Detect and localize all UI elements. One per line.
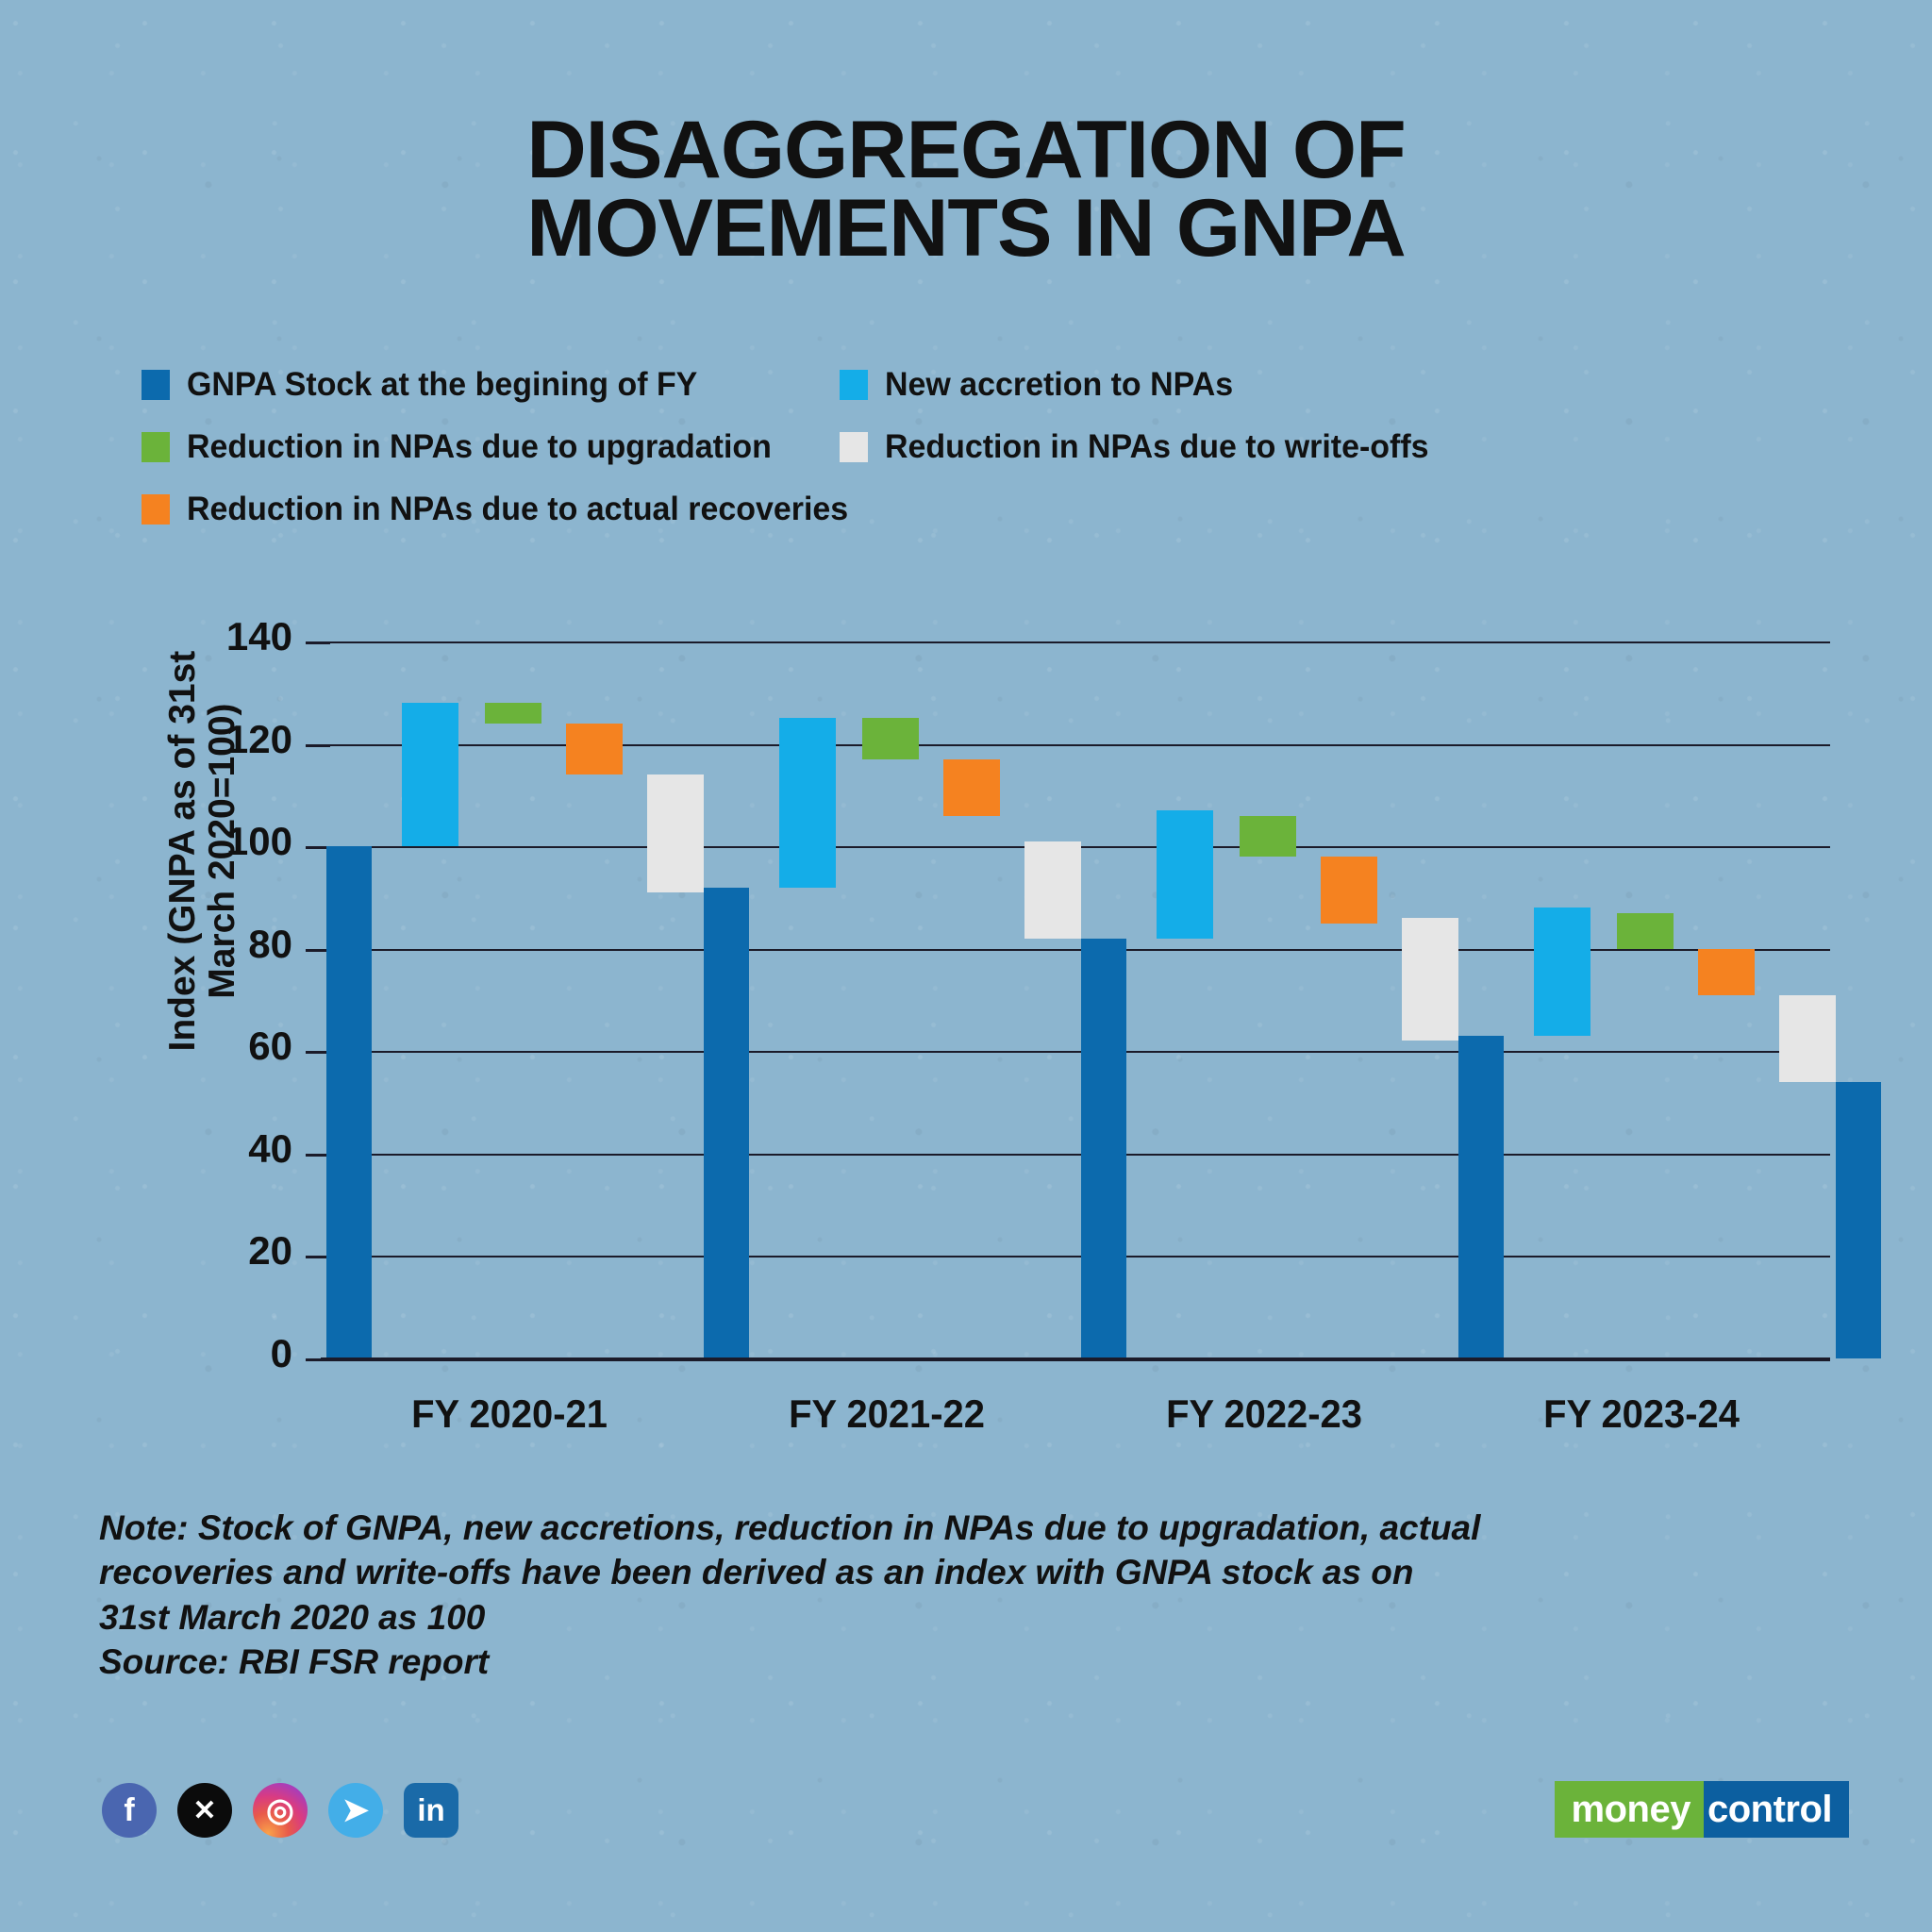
legend-swatch-stock — [142, 370, 170, 400]
legend-item-upgradation[interactable]: Reduction in NPAs due to upgradation — [142, 428, 840, 466]
bar-upgradation-0[interactable] — [485, 703, 541, 724]
bar-writeoffs-1[interactable] — [1024, 841, 1081, 939]
x-twitter-icon[interactable]: ✕ — [177, 1783, 232, 1838]
y-tick-dash-140 — [306, 641, 330, 644]
bar-accretion-2[interactable] — [1157, 810, 1213, 939]
instagram-icon[interactable]: ◎ — [253, 1783, 308, 1838]
page-title-line-1: DISAGGREGATION OF — [526, 105, 1406, 195]
y-tick-label-140: 140 — [225, 614, 292, 658]
note-source: Source: RBI FSR report — [99, 1642, 490, 1682]
x-axis-baseline — [321, 1357, 1830, 1361]
chart-plot-area — [321, 641, 1881, 1358]
bar-writeoffs-3[interactable] — [1779, 994, 1836, 1082]
bar-recoveries-0[interactable] — [566, 723, 623, 775]
facebook-icon[interactable]: f — [102, 1783, 157, 1838]
page-title-line-2: MOVEMENTS IN GNPA — [526, 183, 1406, 275]
gridline-120 — [321, 743, 1830, 746]
gridline-20 — [321, 1256, 1830, 1258]
legend-row-2: Reduction in NPAs due to upgradation Red… — [142, 428, 1802, 466]
bar-recoveries-2[interactable] — [1321, 857, 1377, 924]
y-tick-dash-80 — [306, 948, 330, 952]
gridline-140 — [321, 641, 1830, 643]
legend-swatch-upgradation — [142, 432, 170, 462]
logo-control-text: control — [1703, 1781, 1849, 1838]
x-axis-label-1: FY 2021-22 — [789, 1391, 985, 1436]
legend-label-recoveries: Reduction in NPAs due to actual recoveri… — [187, 491, 849, 527]
legend-item-stock[interactable]: GNPA Stock at the begining of FY — [142, 366, 840, 404]
y-tick-label-100: 100 — [225, 819, 292, 864]
gridline-60 — [321, 1051, 1830, 1054]
bar-recoveries-3[interactable] — [1698, 948, 1755, 995]
y-axis-ticks: 140 120 100 80 60 40 20 0 — [162, 617, 330, 1374]
y-tick-dash-20 — [306, 1256, 330, 1259]
bar-writeoffs-0[interactable] — [647, 774, 704, 892]
bar-closing-stock[interactable] — [1836, 1081, 1881, 1358]
bar-upgradation-3[interactable] — [1617, 912, 1674, 949]
bar-stock-2[interactable] — [1081, 938, 1126, 1358]
telegram-icon[interactable]: ➤ — [328, 1783, 383, 1838]
bar-upgradation-1[interactable] — [862, 718, 919, 759]
bar-upgradation-2[interactable] — [1240, 815, 1296, 857]
legend-item-writeoffs[interactable]: Reduction in NPAs due to write-offs — [840, 428, 1445, 466]
legend-label-writeoffs: Reduction in NPAs due to write-offs — [885, 428, 1429, 465]
social-links: f ✕ ◎ ➤ in — [102, 1783, 458, 1838]
legend-label-upgradation: Reduction in NPAs due to upgradation — [187, 428, 772, 465]
legend-item-accretion[interactable]: New accretion to NPAs — [840, 366, 1244, 404]
note-line-3: 31st March 2020 as 100 — [99, 1597, 486, 1637]
bar-stock-0[interactable] — [326, 846, 372, 1358]
note-line-1: Note: Stock of GNPA, new accretions, red… — [99, 1508, 1481, 1547]
y-tick-dash-60 — [306, 1051, 330, 1055]
legend-swatch-writeoffs — [840, 432, 868, 462]
note-line-2: recoveries and write-offs have been deri… — [99, 1553, 1414, 1592]
bar-stock-3[interactable] — [1458, 1036, 1504, 1358]
y-tick-label-60: 60 — [248, 1024, 292, 1069]
y-tick-label-80: 80 — [248, 921, 292, 966]
legend-row-3: Reduction in NPAs due to actual recoveri… — [142, 491, 1802, 528]
x-axis-label-2: FY 2022-23 — [1166, 1391, 1362, 1436]
legend-label-accretion: New accretion to NPAs — [885, 366, 1234, 403]
chart-note: Note: Stock of GNPA, new accretions, red… — [99, 1506, 1797, 1684]
y-tick-label-120: 120 — [225, 716, 292, 761]
bar-accretion-0[interactable] — [402, 703, 458, 847]
legend-swatch-accretion — [840, 370, 868, 400]
bar-accretion-3[interactable] — [1534, 908, 1591, 1036]
y-tick-dash-100 — [306, 846, 330, 850]
x-axis-label-3: FY 2023-24 — [1543, 1391, 1740, 1436]
page-title: DISAGGREGATION OF MOVEMENTS IN GNPA — [0, 105, 1932, 275]
logo-money-text: money — [1554, 1781, 1704, 1838]
gridline-40 — [321, 1153, 1830, 1156]
y-tick-dash-40 — [306, 1153, 330, 1157]
gridline-80 — [321, 948, 1830, 951]
legend-label-stock: GNPA Stock at the begining of FY — [187, 366, 698, 403]
legend-item-recoveries[interactable]: Reduction in NPAs due to actual recoveri… — [142, 491, 848, 528]
legend-row-1: GNPA Stock at the begining of FY New acc… — [142, 366, 1802, 404]
y-tick-label-20: 20 — [248, 1228, 292, 1274]
x-axis-label-0: FY 2020-21 — [411, 1391, 608, 1436]
y-tick-dash-120 — [306, 743, 330, 747]
y-tick-label-0: 0 — [270, 1331, 292, 1375]
bar-recoveries-1[interactable] — [943, 758, 1000, 816]
bar-accretion-1[interactable] — [779, 718, 836, 888]
y-tick-dash-0 — [306, 1358, 330, 1361]
legend-swatch-recoveries — [142, 494, 170, 525]
moneycontrol-logo[interactable]: money control — [1554, 1781, 1849, 1838]
y-tick-label-40: 40 — [248, 1125, 292, 1171]
linkedin-icon[interactable]: in — [404, 1783, 458, 1838]
bar-stock-1[interactable] — [704, 887, 749, 1358]
chart-legend: GNPA Stock at the begining of FY New acc… — [142, 366, 1802, 553]
bar-writeoffs-2[interactable] — [1402, 918, 1458, 1041]
